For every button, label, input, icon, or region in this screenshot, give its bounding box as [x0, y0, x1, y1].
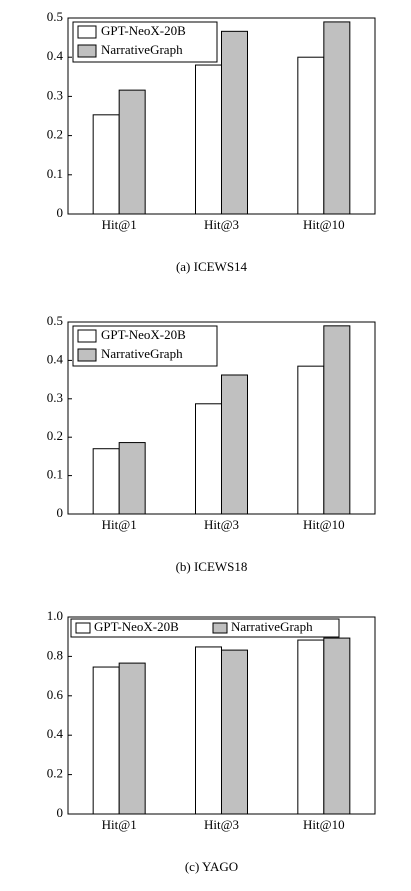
bar [323, 637, 351, 815]
y-tick-label: 0.3 [47, 390, 63, 405]
legend-label: NarrativeGraph [101, 346, 183, 361]
y-tick-label: 0.3 [47, 87, 63, 102]
legend-swatch [77, 348, 97, 362]
y-tick-label: 0.1 [47, 166, 63, 181]
x-tick-label: Hit@3 [204, 217, 239, 232]
legend-label: GPT-NeoX-20B [101, 327, 186, 342]
legend-swatch [77, 44, 97, 58]
x-tick-label: Hit@1 [102, 217, 137, 232]
y-tick-label: 0 [57, 805, 64, 820]
x-tick-label: Hit@10 [303, 217, 345, 232]
legend-box [72, 325, 218, 367]
y-tick-label: 1.0 [47, 608, 63, 623]
legend-swatch [212, 622, 228, 634]
legend-box [72, 21, 218, 63]
caption: (b) ICEWS18 [176, 559, 248, 574]
bar [195, 64, 222, 215]
bar [92, 666, 120, 815]
y-tick-label: 0.5 [47, 9, 63, 24]
y-tick-label: 0.2 [47, 428, 63, 443]
bar [297, 365, 325, 515]
y-tick-label: 0.6 [47, 687, 64, 702]
y-tick-label: 0 [57, 505, 64, 520]
x-tick-label: Hit@10 [303, 817, 345, 832]
bar [195, 403, 222, 515]
bar [118, 662, 146, 815]
legend-box [70, 618, 340, 638]
bar [195, 646, 222, 815]
caption: (a) ICEWS14 [176, 259, 248, 274]
legend-swatch [77, 329, 97, 343]
x-tick-label: Hit@1 [102, 817, 137, 832]
bar [92, 114, 120, 215]
y-tick-label: 0 [57, 205, 64, 220]
legend-swatch [75, 622, 91, 634]
y-tick-label: 0.5 [47, 313, 63, 328]
bar [323, 325, 351, 515]
legend-label: GPT-NeoX-20B [101, 23, 186, 38]
legend-label: GPT-NeoX-20B [94, 619, 179, 634]
bar [297, 56, 325, 215]
bar [221, 30, 248, 215]
bar [221, 649, 248, 815]
y-tick-label: 0.2 [47, 127, 63, 142]
bar [118, 89, 146, 215]
y-tick-label: 0.2 [47, 766, 63, 781]
y-tick-label: 0.1 [47, 467, 63, 482]
legend-label: NarrativeGraph [231, 619, 313, 634]
bar [118, 442, 146, 515]
legend-swatch [77, 25, 97, 39]
x-tick-label: Hit@10 [303, 517, 345, 532]
x-tick-label: Hit@1 [102, 517, 137, 532]
legend-label: NarrativeGraph [101, 42, 183, 57]
y-tick-label: 0.4 [47, 48, 64, 63]
bar [221, 374, 248, 515]
bar [297, 639, 325, 815]
bar [323, 21, 351, 215]
x-tick-label: Hit@3 [204, 517, 239, 532]
y-tick-label: 0.4 [47, 351, 64, 366]
x-tick-label: Hit@3 [204, 817, 239, 832]
bar [92, 448, 120, 515]
caption: (c) YAGO [185, 859, 238, 874]
y-tick-label: 0.8 [47, 647, 63, 662]
y-tick-label: 0.4 [47, 726, 64, 741]
